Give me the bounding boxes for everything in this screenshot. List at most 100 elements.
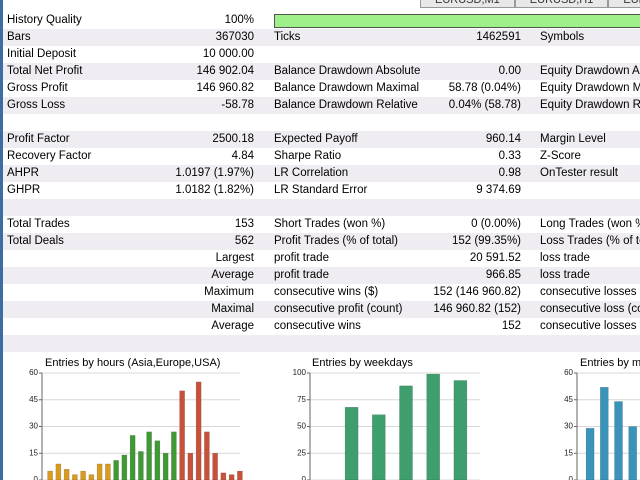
row-label: AHPR (7, 167, 39, 179)
y-tick-label: 0 (302, 475, 307, 480)
row-value: 146 960.82 (196, 82, 254, 94)
report-row: GHPR 1.0182 (1.82%) LR Standard Error 9 374… (3, 182, 640, 199)
row-label: consecutive losses ($) (540, 286, 640, 298)
y-tick-label: 15 (29, 448, 38, 457)
row-label: Short Trades (won %) (274, 218, 386, 230)
row-label: consecutive loss (count) (540, 303, 640, 315)
row-label: Total Net Profit (7, 65, 83, 77)
bar (154, 440, 161, 480)
row-label: OnTester result (540, 167, 618, 179)
y-tick-label: 30 (564, 422, 573, 431)
report-row: Average consecutive wins 152 consecutive lo… (3, 318, 640, 335)
history-quality-bar (274, 14, 640, 28)
report-row: Bars 367030 Ticks 1462591 Symbols (3, 29, 640, 46)
row-value: 20 591.52 (469, 252, 521, 264)
y-tick-label: 0 (34, 475, 39, 480)
row-value: 367030 (215, 31, 254, 43)
bar (399, 385, 413, 480)
row-label: Long Trades (won %) (540, 218, 640, 230)
y-tick-label: 60 (564, 368, 573, 377)
row-label: Gross Profit (7, 82, 68, 94)
bar (179, 390, 185, 480)
row-value: 146 960.82 (152) (433, 303, 521, 315)
row-label: Equity Drawdown Relative (540, 99, 640, 111)
chart-title: Entries by weekdays (312, 357, 413, 369)
bar (121, 454, 128, 480)
row-label: Balance Drawdown Relative (274, 99, 418, 111)
row-value: Average (211, 269, 254, 281)
report-row: Gross Loss -58.78 Balance Drawdown Relativ… (3, 97, 640, 114)
row-value: Maximal (211, 303, 254, 315)
y-tick-label: 0 (569, 475, 574, 480)
report-row: Recovery Factor 4.84 Sharpe Ratio 0.33 Z-Sco… (3, 148, 640, 165)
row-value: 1.0182 (1.82%) (175, 184, 254, 196)
row-value: 0.04% (58.78) (448, 99, 521, 111)
report-row: Initial Deposit 10 000.00 (3, 46, 640, 63)
bar (426, 373, 440, 480)
bar (212, 453, 218, 480)
row-value: 152 (99.35%) (451, 235, 521, 247)
row-value: 100% (224, 14, 254, 26)
window-edge (0, 0, 3, 480)
report-row: Maximum consecutive wins ($) 152 (146 960.… (3, 284, 640, 301)
report-row: Total Net Profit 146 902.04 Balance Drawdo… (3, 63, 640, 80)
bar (129, 435, 136, 480)
row-value: 0.00 (498, 65, 521, 77)
row-label: Ticks (274, 31, 301, 43)
row-label: Symbols (540, 31, 585, 43)
row-value: 0.98 (498, 167, 521, 179)
y-tick-label: 15 (564, 448, 573, 457)
row-label: LR Standard Error (274, 184, 368, 196)
row-value: 2500.18 (212, 133, 254, 145)
row-value: Maximum (204, 286, 254, 298)
bar (105, 463, 111, 480)
bar (195, 381, 202, 480)
bar (344, 406, 359, 480)
bar (138, 451, 144, 480)
bar (47, 470, 53, 480)
y-tick-label: 75 (297, 395, 306, 404)
row-label: Profit Factor (7, 133, 70, 145)
tab: EURUSD,H1 (514, 0, 609, 8)
row-label: loss trade (540, 252, 590, 264)
row-label: consecutive wins ($) (274, 286, 379, 298)
row-value: 0.33 (498, 150, 521, 162)
bar (88, 474, 95, 480)
row-label: Recovery Factor (7, 150, 92, 162)
bar (600, 387, 609, 480)
bar (96, 463, 103, 480)
bar (162, 453, 169, 480)
row-label: profit trade (274, 269, 329, 281)
row-label: Loss Trades (% of total) (540, 235, 640, 247)
row-label: Total Deals (7, 235, 64, 247)
bar (228, 474, 235, 480)
y-tick-label: 30 (29, 422, 38, 431)
row-label: profit trade (274, 252, 329, 264)
chart-title: Entries by hours (Asia,Europe,USA) (45, 357, 220, 369)
bar (204, 431, 210, 480)
row-value: 152 (146 960.82) (433, 286, 521, 298)
row-value: 1.0197 (1.97%) (175, 167, 254, 179)
report-row: Total Trades 153 Short Trades (won %) 0 (0.… (3, 216, 640, 233)
row-label: Initial Deposit (7, 48, 77, 60)
report-row: History Quality 100% (3, 12, 640, 29)
row-value: 562 (234, 235, 254, 247)
row-value: 960.14 (485, 133, 521, 145)
report-row: Largest profit trade 20 591.52 loss trade (3, 250, 640, 267)
row-label: Gross Loss (7, 99, 66, 111)
row-value: Largest (215, 252, 254, 264)
tab: EURUSD,M1 (420, 0, 515, 8)
row-label: consecutive losses (540, 320, 637, 332)
row-value: 4.84 (231, 150, 254, 162)
row-label: GHPR (7, 184, 41, 196)
report-row: Profit Factor 2500.18 Expected Payoff 960.1… (3, 131, 640, 148)
chart-title: Entries by months (580, 357, 640, 369)
bar (72, 474, 78, 480)
bar (628, 426, 637, 480)
row-label: Expected Payoff (274, 133, 358, 145)
row-value: 152 (501, 320, 521, 332)
y-tick-label: 50 (297, 422, 306, 431)
